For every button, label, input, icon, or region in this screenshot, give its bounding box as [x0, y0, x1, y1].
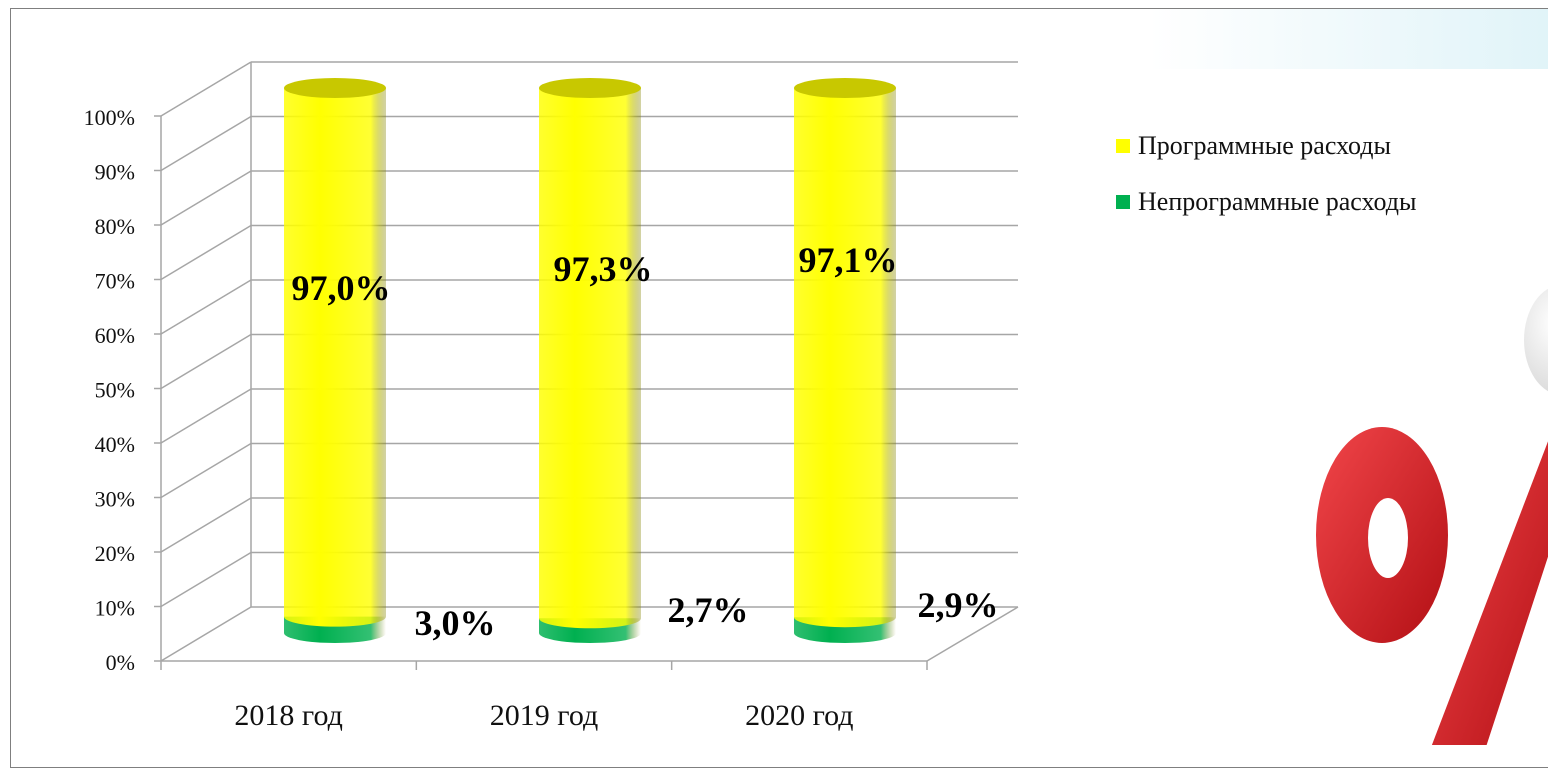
data-label-program: 97,1% [799, 240, 898, 280]
y-tick-label: 10% [95, 596, 135, 621]
percent-sign-left-circle-hole [1368, 498, 1408, 578]
y-tick-label: 30% [95, 487, 135, 512]
data-label-nonprogram: 2,9% [918, 585, 999, 625]
y-tick-label: 80% [95, 214, 135, 239]
y-tick-label: 60% [95, 323, 135, 348]
y-tick-label: 70% [95, 269, 135, 294]
grid-line-side [161, 335, 251, 389]
grid-line-side [161, 607, 251, 661]
legend-label-nonprogram: Непрограммные расходы [1138, 187, 1416, 217]
grid-line-side [161, 444, 251, 498]
legend-label-program: Программные расходы [1138, 131, 1391, 161]
cylinder-top-cap [284, 78, 386, 98]
x-category-label: 2018 год [234, 699, 342, 732]
legend-swatch-nonprogram [1116, 195, 1130, 209]
x-category-label: 2020 год [745, 699, 853, 732]
y-tick-label: 90% [95, 160, 135, 185]
grid-line-side [161, 62, 251, 116]
data-label-program: 97,3% [554, 249, 653, 289]
chart-legend: Программные расходы Непрограммные расход… [1116, 118, 1416, 230]
percent-sign-slash [1430, 410, 1548, 745]
y-tick-label: 40% [95, 432, 135, 457]
x-axis-category-labels: 2018 год 2019 год 2020 год [234, 699, 853, 732]
y-tick-label: 0% [106, 650, 135, 675]
grid-line-side [161, 553, 251, 607]
legend-item-nonprogram: Непрограммные расходы [1116, 174, 1416, 230]
grid-line-side [161, 171, 251, 225]
cylinder-top-cap [539, 78, 641, 98]
cylinder-top-cap [794, 78, 896, 98]
x-category-label: 2019 год [490, 699, 598, 732]
cylinder-segment [794, 88, 896, 627]
percent-sign-top-dot [1524, 285, 1548, 395]
y-tick-label: 50% [95, 378, 135, 403]
data-label-nonprogram: 3,0% [415, 603, 496, 643]
cylinder-segment [539, 88, 641, 628]
y-tick-label: 20% [95, 541, 135, 566]
cylinder-segment [284, 88, 386, 627]
legend-swatch-program [1116, 139, 1130, 153]
grid-line-side [161, 498, 251, 552]
grid-line-side [161, 226, 251, 280]
grid-line-side [161, 280, 251, 334]
data-label-nonprogram: 2,7% [668, 590, 749, 630]
y-tick-label: 100% [84, 105, 135, 130]
percent-sign-icon [1300, 270, 1548, 745]
grid-line-side [161, 117, 251, 171]
grid-line-side [161, 389, 251, 443]
legend-item-program: Программные расходы [1116, 118, 1416, 174]
y-axis-tick-labels: 0% 10% 20% 30% 40% 50% 60% 70% 80% 90% 100% [84, 105, 135, 675]
data-label-program: 97,0% [292, 268, 391, 308]
chart-cylinders [284, 78, 896, 643]
